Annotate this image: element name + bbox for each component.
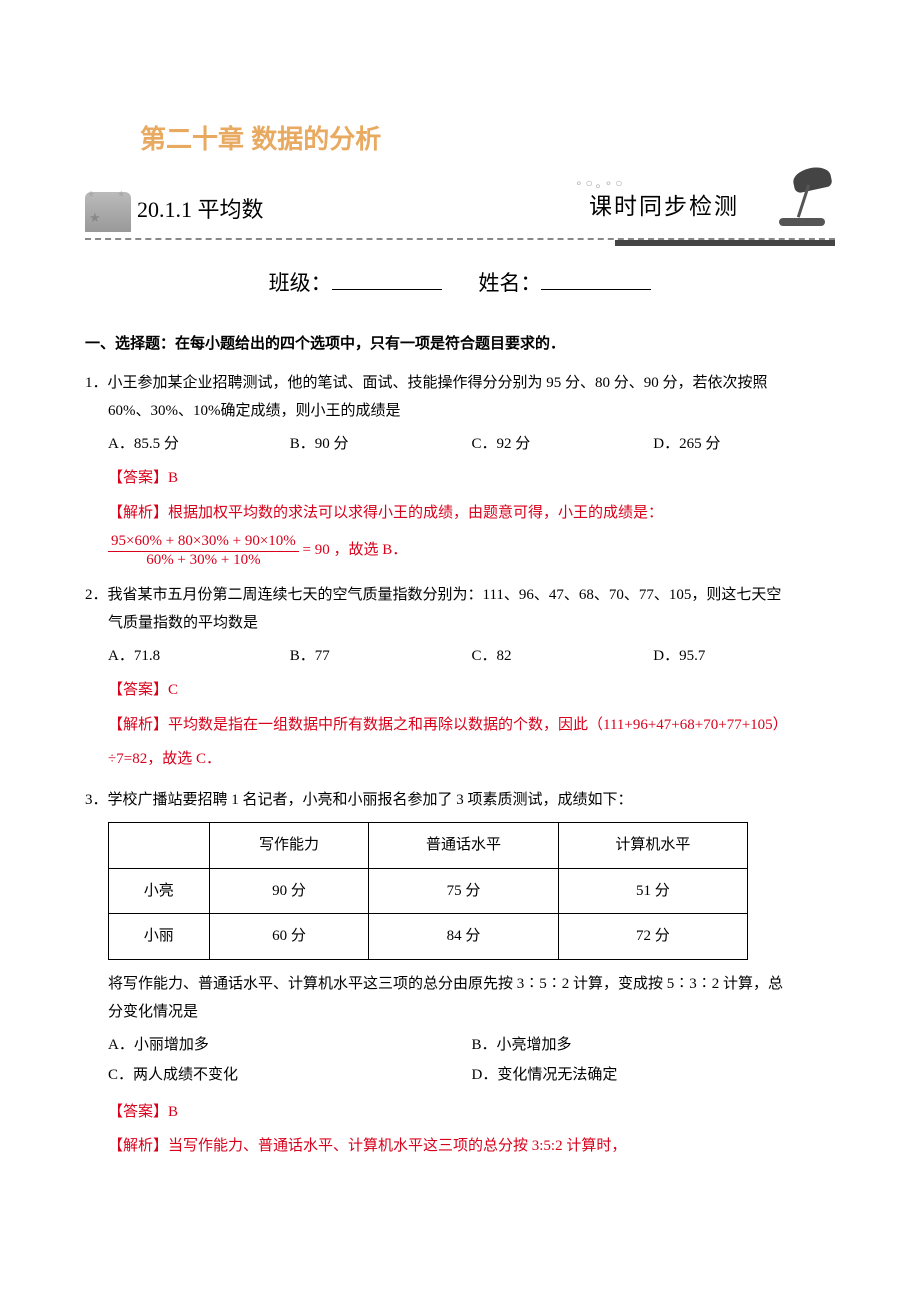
q1-explain-lead: 【解析】根据加权平均数的求法可以求得小王的成绩，由题意可得，小王的成绩是：: [85, 499, 835, 528]
q1-frac-den: 60% + 30% + 10%: [143, 552, 263, 569]
class-blank[interactable]: [332, 269, 442, 290]
table-cell: 60 分: [209, 914, 369, 960]
name-label: 姓名：: [478, 271, 541, 295]
table-cell: 72 分: [558, 914, 747, 960]
q3-option-a: A．小丽增加多: [108, 1031, 472, 1060]
table-cell: 写作能力: [209, 823, 369, 869]
q2-answer: 【答案】C: [85, 676, 835, 705]
section-a-heading: 一、选择题：在每小题给出的四个选项中，只有一项是符合题目要求的．: [85, 330, 835, 359]
q1-answer: 【答案】B: [85, 464, 835, 493]
q1-frac-num: 95×60% + 80×30% + 90×10%: [108, 533, 299, 551]
table-cell: 普通话水平: [369, 823, 558, 869]
header-row: 20.1.1 平均数 ∘ ○ ｡ ∘ ○ 课时同步检测: [85, 172, 835, 232]
q3-option-d: D．变化情况无法确定: [472, 1061, 836, 1090]
badge-icon: [85, 192, 131, 232]
q2-explain1: 【解析】平均数是指在一组数据中所有数据之和再除以数据的个数，因此（111+96+…: [85, 711, 835, 740]
q1-option-d: D．265 分: [653, 430, 835, 459]
q2-option-a: A．71.8: [108, 642, 290, 671]
table-cell: [109, 823, 210, 869]
section-title: 20.1.1 平均数: [137, 189, 264, 233]
q3-stem: 学校广播站要招聘 1 名记者，小亮和小丽报名参加了 3 项素质测试，成绩如下：: [108, 786, 835, 815]
question-2: 2． 我省某市五月份第二周连续七天的空气质量指数分别为：111、96、47、68…: [85, 581, 835, 774]
table-row: 小丽 60 分 84 分 72 分: [109, 914, 748, 960]
q3-number: 3．: [85, 786, 108, 815]
fill-row: 班级： 姓名：: [85, 264, 835, 304]
q1-stem-line1: 小王参加某企业招聘测试，他的笔试、面试、技能操作得分分别为 95 分、80 分、…: [108, 369, 835, 398]
q2-stem-line1: 我省某市五月份第二周连续七天的空气质量指数分别为：111、96、47、68、70…: [108, 581, 835, 610]
table-row: 写作能力 普通话水平 计算机水平: [109, 823, 748, 869]
q3-answer: 【答案】B: [85, 1098, 835, 1127]
chapter-title: 第二十章 数据的分析: [140, 115, 835, 164]
table-cell: 小丽: [109, 914, 210, 960]
q3-explain: 【解析】当写作能力、普通话水平、计算机水平这三项的总分按 3:5:2 计算时，: [85, 1132, 835, 1161]
q1-option-c: C．92 分: [472, 430, 654, 459]
question-1: 1． 小王参加某企业招聘测试，他的笔试、面试、技能操作得分分别为 95 分、80…: [85, 369, 835, 569]
class-label: 班级：: [269, 271, 332, 295]
name-blank[interactable]: [541, 269, 651, 290]
q1-number: 1．: [85, 369, 108, 398]
q2-stem-line2: 气质量指数的平均数是: [85, 609, 835, 638]
table-cell: 51 分: [558, 868, 747, 914]
table-row: 小亮 90 分 75 分 51 分: [109, 868, 748, 914]
table-cell: 75 分: [369, 868, 558, 914]
q2-option-d: D．95.7: [653, 642, 835, 671]
q3-table: 写作能力 普通话水平 计算机水平 小亮 90 分 75 分 51 分 小丽 60…: [108, 822, 748, 960]
table-cell: 90 分: [209, 868, 369, 914]
lamp-icon: [765, 168, 835, 226]
q2-option-b: B．77: [290, 642, 472, 671]
q1-option-b: B．90 分: [290, 430, 472, 459]
question-3: 3． 学校广播站要招聘 1 名记者，小亮和小丽报名参加了 3 项素质测试，成绩如…: [85, 786, 835, 1161]
table-cell: 84 分: [369, 914, 558, 960]
q1-option-a: A．85.5 分: [108, 430, 290, 459]
q1-stem-line2: 60%、30%、10%确定成绩，则小王的成绩是: [85, 397, 835, 426]
q1-explain-tail: = 90 ，故选 B．: [299, 542, 407, 558]
table-cell: 计算机水平: [558, 823, 747, 869]
q3-post1: 将写作能力、普通话水平、计算机水平这三项的总分由原先按 3∶5∶2 计算，变成按…: [85, 970, 835, 999]
q2-number: 2．: [85, 581, 108, 610]
q2-explain2: ÷7=82，故选 C．: [85, 745, 835, 774]
q3-option-b: B．小亮增加多: [472, 1031, 836, 1060]
table-cell: 小亮: [109, 868, 210, 914]
q2-option-c: C．82: [472, 642, 654, 671]
q3-post2: 分变化情况是: [85, 998, 835, 1027]
stamp-text: 课时同步检测: [589, 185, 739, 229]
q3-option-c: C．两人成绩不变化: [108, 1061, 472, 1090]
divider-bar: [615, 240, 835, 246]
stamp-box: ∘ ○ ｡ ∘ ○ 课时同步检测: [575, 172, 835, 232]
q1-formula: 95×60% + 80×30% + 90×10% 60% + 30% + 10%…: [85, 533, 835, 569]
